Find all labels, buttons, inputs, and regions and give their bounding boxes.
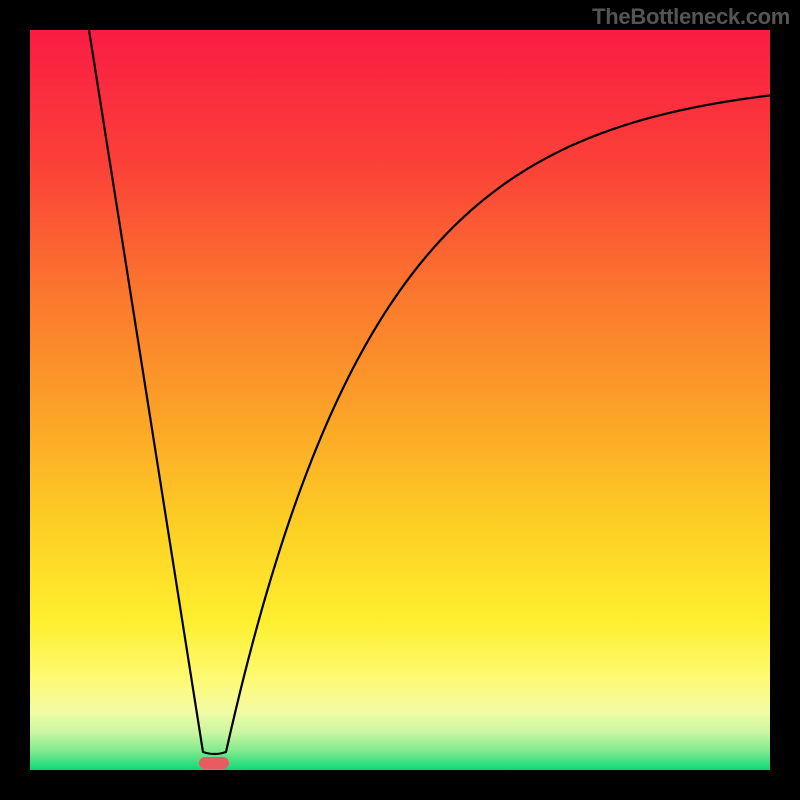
chart-container: TheBottleneck.com [0,0,800,800]
gradient-plot-area [30,30,770,770]
vertex-marker [199,757,229,769]
bottleneck-chart [0,0,800,800]
watermark-text: TheBottleneck.com [592,4,790,30]
